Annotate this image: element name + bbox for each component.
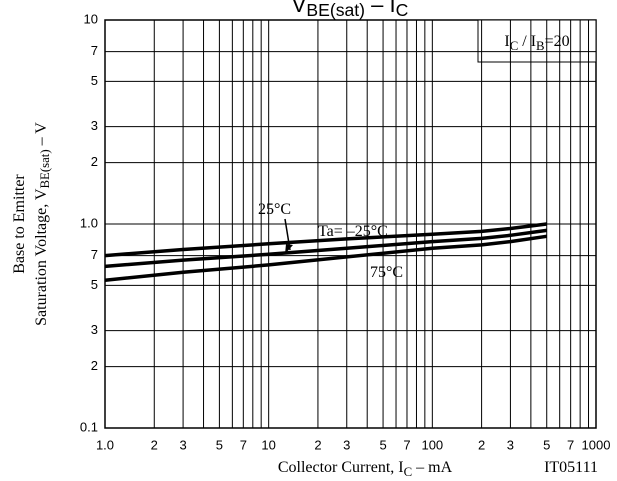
y-tick-label: 2 xyxy=(91,154,98,169)
condition-label-part: =20 xyxy=(545,33,570,50)
x-axis-label-part: Collector Current, I xyxy=(278,459,404,476)
x-axis-label: Collector Current, IC – mA xyxy=(278,459,453,479)
y-tick-label: 7 xyxy=(91,43,98,58)
x-tick-label: 3 xyxy=(179,437,186,452)
condition-label-part: I xyxy=(504,33,509,50)
x-tick-label: 2 xyxy=(314,437,321,452)
series-label: Ta= –25°C xyxy=(318,223,388,240)
x-tick-label: 5 xyxy=(379,437,386,452)
x-tick-label: 3 xyxy=(507,437,514,452)
y-axis-label-part: – V xyxy=(33,122,50,150)
y-axis-label-part: Base to Emitter xyxy=(11,174,28,274)
x-tick-label: 5 xyxy=(216,437,223,452)
chart-title-part: – I xyxy=(365,0,396,17)
y-axis-label: Base to Emitter xyxy=(11,174,28,274)
condition-label-part: / I xyxy=(518,33,536,50)
y-tick-label: 5 xyxy=(91,73,98,88)
x-tick-label: 1.0 xyxy=(96,437,114,452)
series-line xyxy=(104,222,547,258)
series-label: 25°C xyxy=(258,201,291,218)
y-axis-label: Saturation Voltage, VBE(sat) – V xyxy=(33,122,52,326)
x-tick-label: 100 xyxy=(421,437,443,452)
chart-title: VBE(sat) – IC xyxy=(292,0,409,20)
x-tick-label: 1000 xyxy=(582,437,611,452)
y-tick-label: 1.0 xyxy=(80,215,98,230)
series-line xyxy=(104,234,547,282)
x-tick-label: 7 xyxy=(567,437,574,452)
condition-box xyxy=(477,19,597,63)
x-tick-label: 7 xyxy=(403,437,410,452)
x-tick-label: 10 xyxy=(261,437,275,452)
x-tick-label: 2 xyxy=(151,437,158,452)
series-line xyxy=(104,228,547,269)
chart-title-part: V xyxy=(292,0,307,17)
x-tick-label: 5 xyxy=(543,437,550,452)
x-tick-label: 2 xyxy=(478,437,485,452)
x-tick-label: 3 xyxy=(343,437,350,452)
y-tick-label: 7 xyxy=(91,247,98,262)
x-axis-label-part: C xyxy=(404,465,413,479)
y-tick-label: 5 xyxy=(91,277,98,292)
y-tick-label: 2 xyxy=(91,358,98,373)
y-tick-label: 0.1 xyxy=(80,419,98,434)
y-tick-label: 3 xyxy=(91,322,98,337)
x-axis-label-part: – mA xyxy=(412,459,452,476)
y-tick-label: 3 xyxy=(91,118,98,133)
y-tick-label: 10 xyxy=(84,11,98,26)
condition-label-part: C xyxy=(510,39,519,53)
x-tick-label: 7 xyxy=(240,437,247,452)
y-axis-label-part: BE(sat) xyxy=(38,149,52,188)
condition-label: IC / IB=20 xyxy=(504,33,569,53)
chart-title-part: C xyxy=(396,0,409,20)
figure-id: IT05111 xyxy=(544,459,598,476)
chart-title-part: BE(sat) xyxy=(306,0,365,20)
y-axis-label-part: Saturation Voltage, V xyxy=(33,188,50,326)
condition-label-part: B xyxy=(536,39,545,53)
series-label: 75°C xyxy=(370,264,403,281)
